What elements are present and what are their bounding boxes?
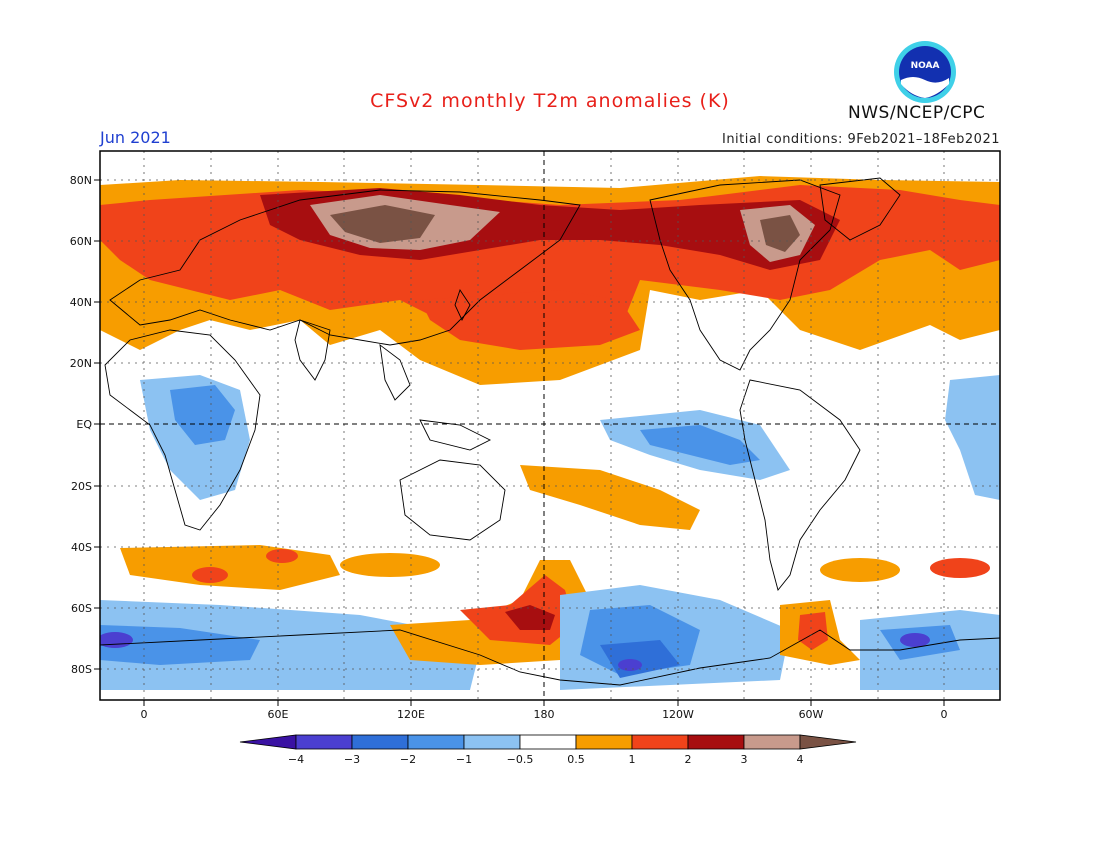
lon-labels: 0 60E 120E 180 120W 60W 0 [141, 708, 948, 721]
lat-label: 80S [71, 663, 92, 676]
map-frame [99, 150, 1001, 701]
map-title: CFSv2 monthly T2m anomalies (K) [370, 90, 730, 112]
lat-label: 40N [70, 296, 92, 309]
warm-core-max [330, 205, 435, 243]
colorbar [239, 734, 857, 750]
colorbar-bin [519, 734, 577, 750]
warm-patch-e [930, 558, 990, 578]
lat-label: 60N [70, 235, 92, 248]
lat-labels: 80N 60N 40N 20N EQ 20S 40S 60S 80S [70, 174, 93, 676]
colorbar-label: −0.5 [507, 753, 534, 766]
colorbar-bin [295, 734, 353, 750]
initial-conditions: Initial conditions: 9Feb2021–18Feb2021 [721, 132, 1000, 147]
colorbar-bin [575, 734, 633, 750]
colorbar-label: 4 [797, 753, 804, 766]
warm-core-canada-max [760, 215, 800, 252]
colorbar-bin [351, 734, 409, 750]
gridlines [100, 151, 1000, 700]
cool-patch-b [618, 659, 642, 671]
lat-label: 40S [71, 541, 92, 554]
colorbar-arrow-high [799, 734, 857, 750]
colorbar-label: 2 [685, 753, 692, 766]
reference-lines [100, 151, 1000, 700]
lon-label: 0 [941, 708, 948, 721]
lat-label: 20N [70, 357, 92, 370]
noaa-logo-icon: NOAA [894, 41, 956, 103]
lon-label: 60E [268, 708, 289, 721]
lon-label: 180 [534, 708, 555, 721]
colorbar-label: −1 [456, 753, 472, 766]
forecast-month: Jun 2021 [100, 128, 171, 147]
warm-weddell-core [798, 612, 828, 650]
warm-patch-c [340, 553, 440, 577]
cool-east-pacific-core [640, 425, 760, 465]
colorbar-arrow-low [239, 734, 297, 750]
cool-patch-c [900, 633, 930, 647]
warm-patch-a [192, 567, 228, 583]
warm-patch-d [820, 558, 900, 582]
map-field [100, 151, 1000, 700]
colorbar-bin [463, 734, 521, 750]
cool-africa-core [170, 385, 235, 445]
cool-southern-ocean-core [100, 625, 260, 665]
colorbar-label: −4 [288, 753, 304, 766]
lon-label: 0 [141, 708, 148, 721]
colorbar-bin [631, 734, 689, 750]
colorbar-labels: −4 −3 −2 −1 −0.5 0.5 1 2 3 4 [288, 753, 804, 766]
cool-amundsen-deep [600, 640, 680, 678]
colorbar-bin [743, 734, 801, 750]
lat-label: 20S [71, 480, 92, 493]
cool-southern-ocean [100, 600, 480, 690]
lon-ticks [143, 700, 945, 706]
lat-label: 60S [71, 602, 92, 615]
colorbar-bin [407, 734, 465, 750]
warm-patch-b [266, 549, 298, 563]
colorbar-label: 1 [629, 753, 636, 766]
colorbar-label: −3 [344, 753, 360, 766]
colorbar-label: −2 [400, 753, 416, 766]
lat-label: EQ [76, 418, 92, 431]
agency-label: NWS/NCEP/CPC [848, 103, 986, 123]
lat-label: 80N [70, 174, 92, 187]
cool-atlantic-east [945, 375, 1000, 500]
warm-ross-sea-max [505, 605, 555, 630]
lon-label: 60W [799, 708, 824, 721]
coastlines [100, 177, 1000, 686]
svg-text:NOAA: NOAA [911, 61, 940, 71]
lon-label: 120W [662, 708, 694, 721]
colorbar-bin [687, 734, 745, 750]
warm-south-pacific-band [520, 465, 700, 530]
lon-label: 120E [397, 708, 425, 721]
lat-ticks [94, 179, 100, 670]
cool-patch-a [100, 632, 133, 648]
colorbar-label: 3 [741, 753, 748, 766]
colorbar-label: 0.5 [567, 753, 585, 766]
